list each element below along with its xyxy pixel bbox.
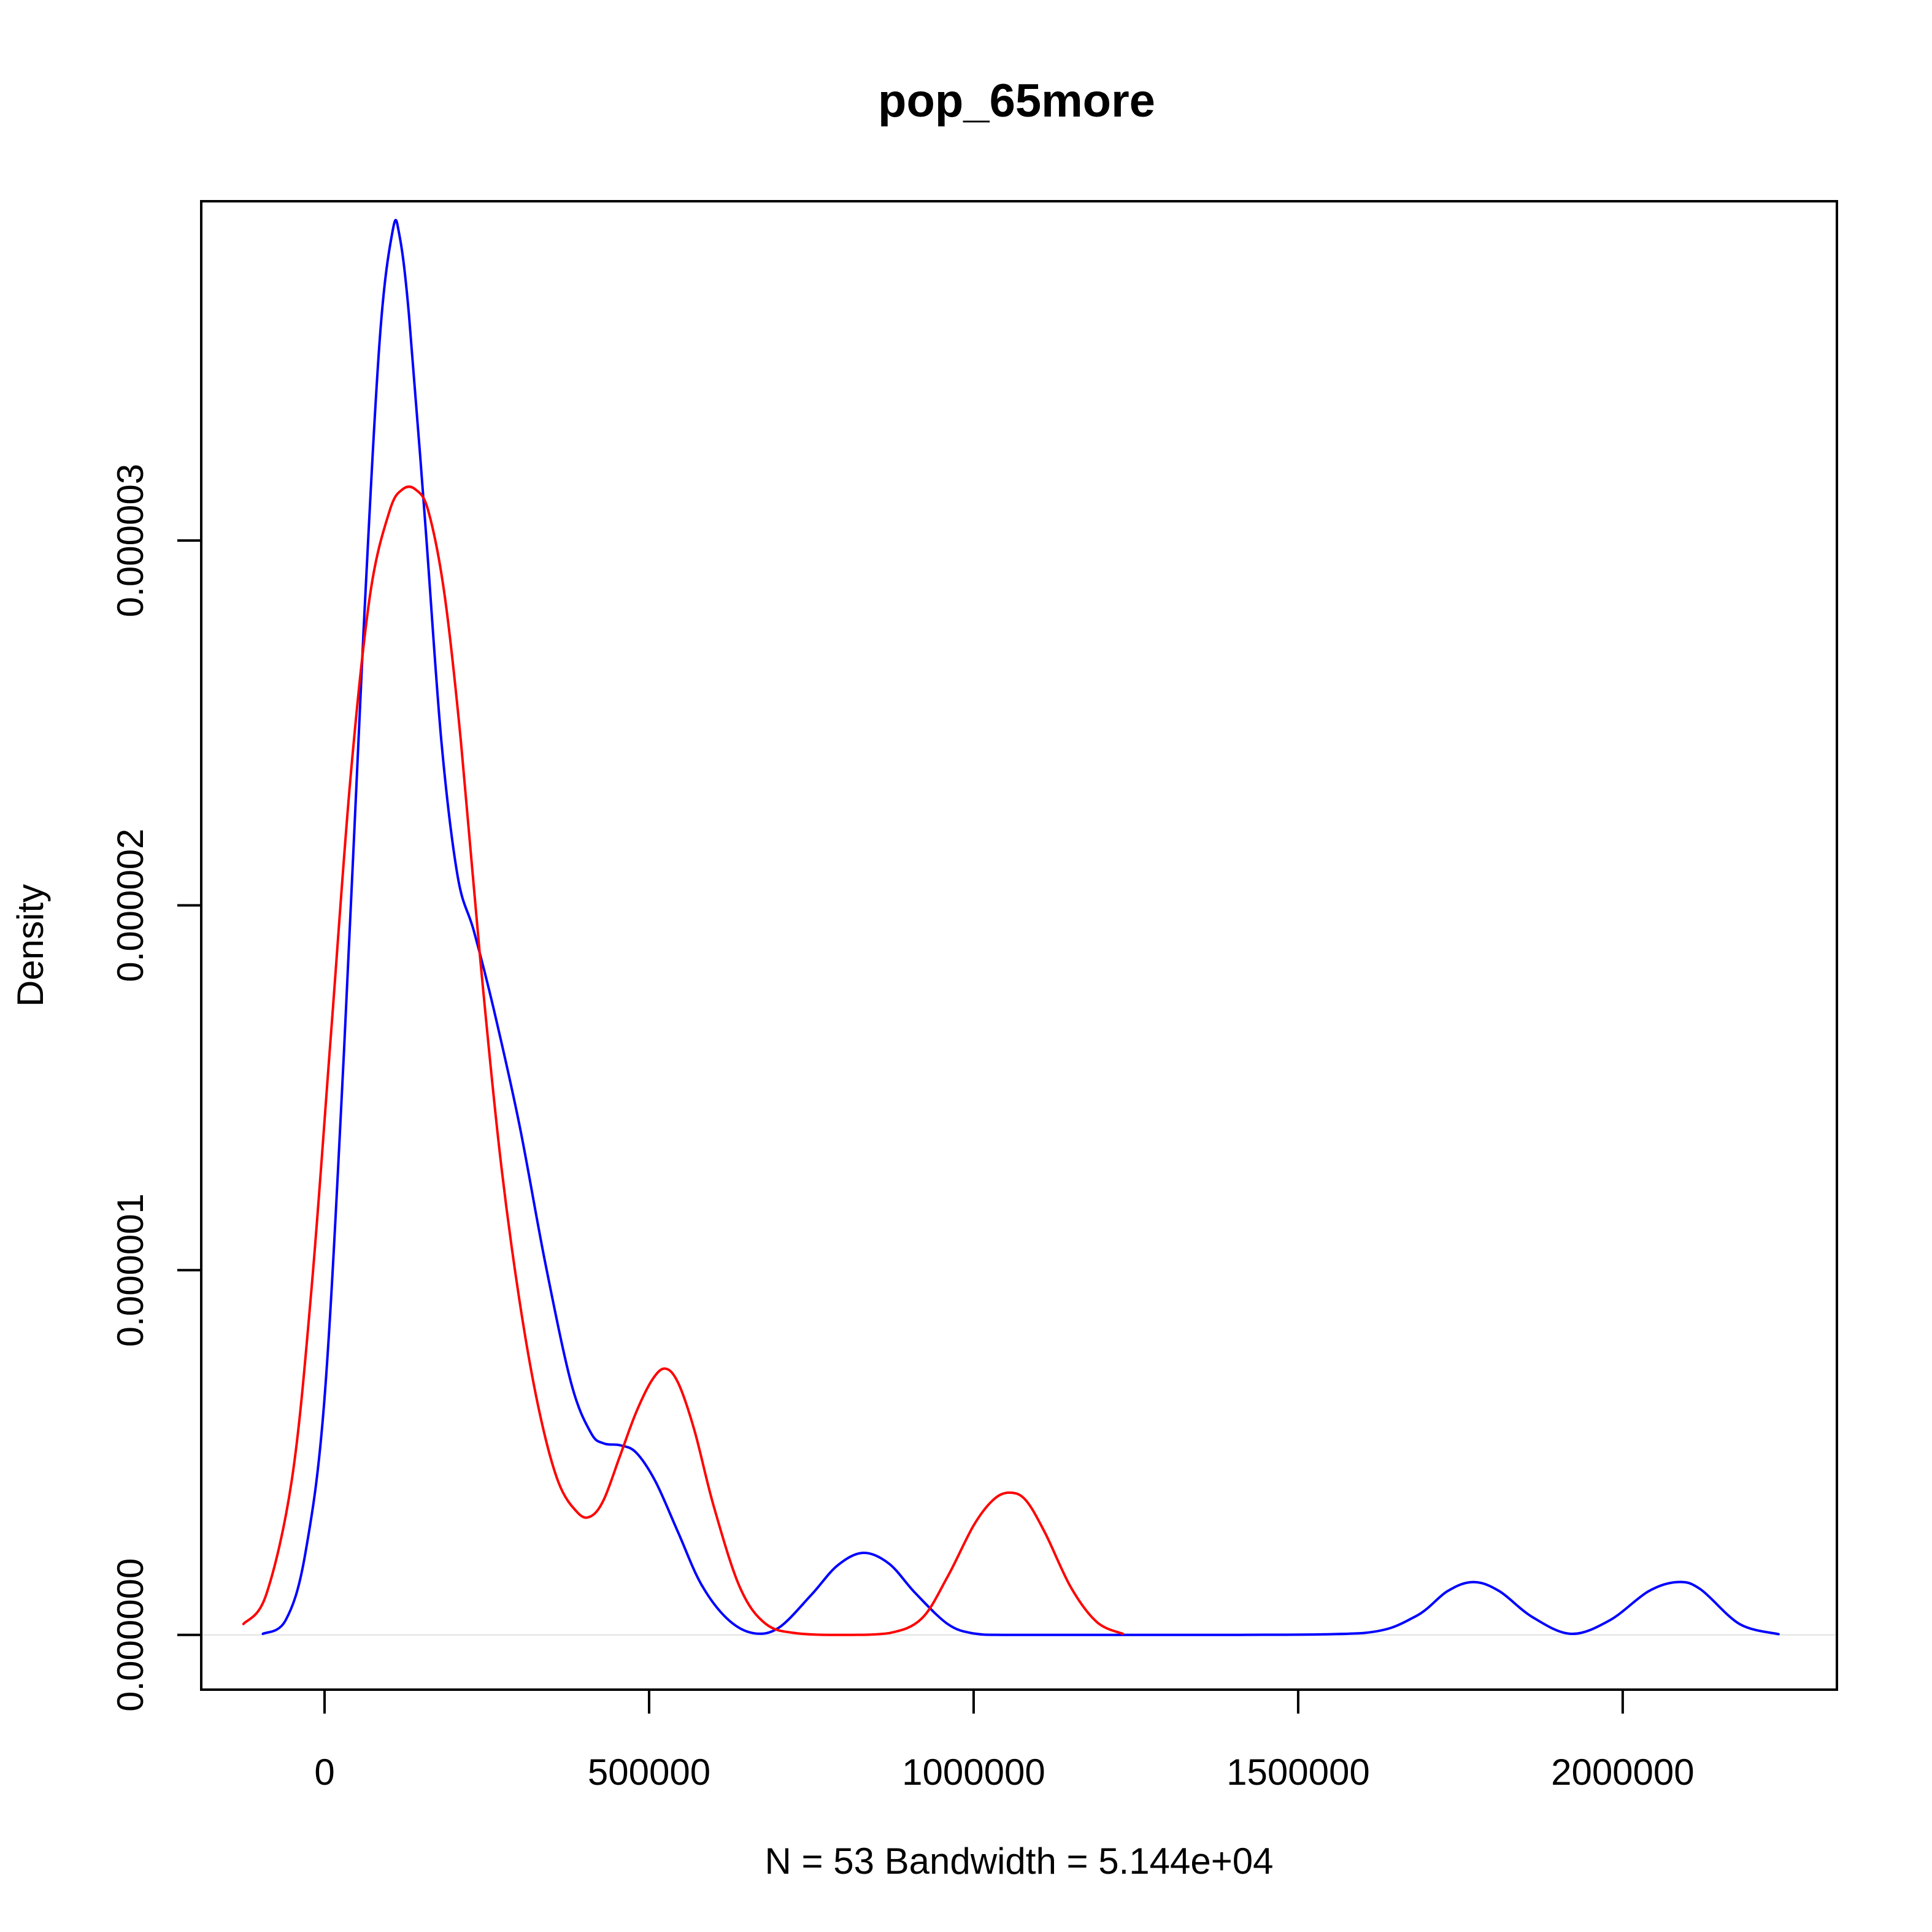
y-axis-label: Density xyxy=(10,884,51,1007)
x-axis: 0 500000 1000000 1500000 2000000 xyxy=(314,1690,1695,1793)
x-tick-label: 1000000 xyxy=(902,1752,1045,1793)
density-curve-1 xyxy=(261,218,1780,1636)
y-tick-label: 0.000002 xyxy=(110,828,151,982)
y-tick-label: 0.000003 xyxy=(110,464,151,617)
x-tick-label: 1500000 xyxy=(1226,1752,1370,1793)
x-tick-label: 0 xyxy=(314,1752,334,1793)
density-curves xyxy=(242,218,1780,1636)
plot-frame xyxy=(200,200,1838,1691)
y-tick-label: 0.000001 xyxy=(110,1193,151,1347)
chart-title: pop_65more xyxy=(878,75,1155,127)
x-tick-label: 2000000 xyxy=(1551,1752,1695,1793)
x-tick-label: 500000 xyxy=(588,1752,710,1793)
density-curve-2 xyxy=(242,485,1125,1636)
y-axis: 0.000000 0.000001 0.000002 0.000003 xyxy=(110,464,201,1712)
y-tick-label: 0.000000 xyxy=(110,1558,151,1712)
x-axis-label: N = 53 Bandwidth = 5.144e+04 xyxy=(765,1841,1274,1882)
